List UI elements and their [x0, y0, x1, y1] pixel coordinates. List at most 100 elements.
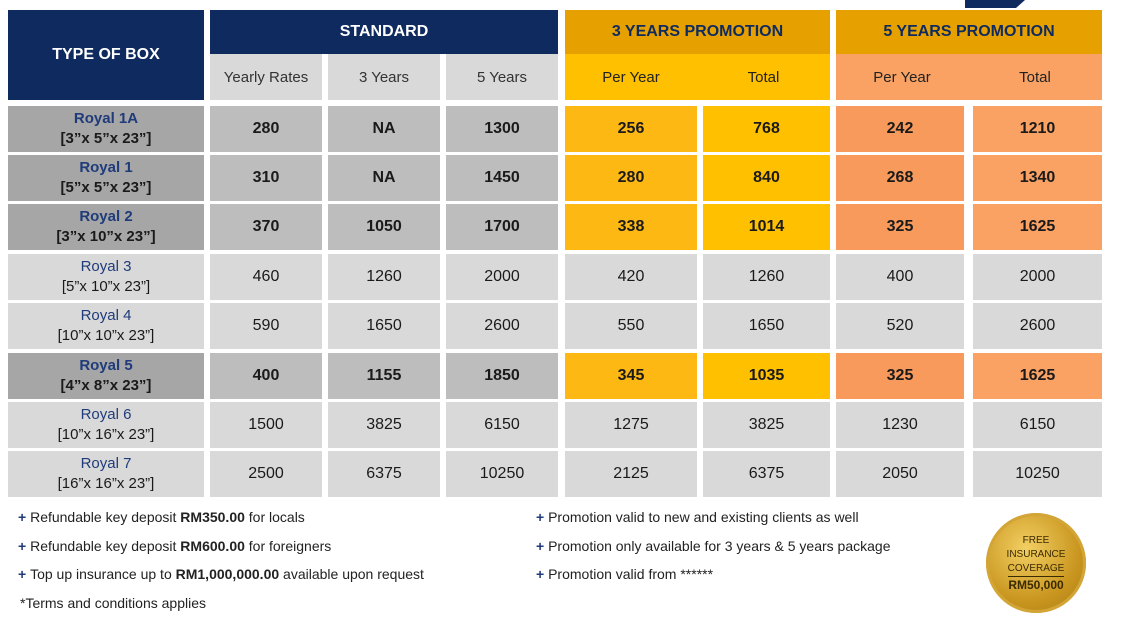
row-type-cell: Royal 4 [10”x 10”x 23”]	[8, 303, 204, 349]
price-cell-t5: 2000	[973, 254, 1102, 300]
price-cell-t5: 1340	[973, 155, 1102, 201]
note-left-0: + Refundable key deposit RM350.00 for lo…	[18, 509, 305, 525]
note-text-post: for foreigners	[244, 538, 332, 554]
price-cell-p5: 520	[836, 303, 964, 349]
note-text: Promotion valid from ******	[548, 566, 714, 582]
note-text: *Terms and conditions applies	[20, 595, 206, 611]
box-size: [4”x 8”x 23”]	[60, 377, 152, 394]
price-cell-y3: 1155	[328, 353, 440, 399]
price-cell-p5: 268	[836, 155, 964, 201]
note-amount: RM1,000,000.00	[175, 566, 280, 582]
box-name: Royal 6	[80, 406, 132, 423]
row-type-cell: Royal 7 [16”x 16”x 23”]	[8, 451, 204, 497]
box-name: Royal 4	[80, 307, 132, 324]
box-name: Royal 3	[80, 258, 132, 275]
seal-line-2: INSURANCE	[1006, 549, 1066, 560]
note-text: Top up insurance up to	[30, 566, 176, 582]
price-cell-p5: 2050	[836, 451, 964, 497]
price-cell-y5: 2600	[446, 303, 558, 349]
box-name: Royal 1	[79, 159, 133, 176]
price-cell-t3: 840	[703, 155, 830, 201]
note-right-1: + Promotion only available for 3 years &…	[536, 538, 890, 554]
note-amount: RM600.00	[180, 538, 245, 554]
note-left-2: + Top up insurance up to RM1,000,000.00 …	[18, 566, 424, 582]
price-cell-yearly: 1500	[210, 402, 322, 448]
note-right-0: + Promotion valid to new and existing cl…	[536, 509, 859, 525]
price-cell-p5: 1230	[836, 402, 964, 448]
plus-icon: +	[18, 566, 31, 582]
price-cell-y3: NA	[328, 106, 440, 152]
price-cell-y3: 3825	[328, 402, 440, 448]
price-cell-y3: NA	[328, 155, 440, 201]
seal-amount: RM50,000	[1008, 576, 1064, 592]
seal-line-1: FREE	[1022, 535, 1050, 546]
insurance-coverage-seal: FREE INSURANCE COVERAGE RM50,000	[986, 513, 1086, 613]
price-cell-p3: 345	[565, 353, 697, 399]
plus-icon: +	[536, 538, 549, 554]
row-type-cell: Royal 6 [10”x 16”x 23”]	[8, 402, 204, 448]
price-cell-p3: 256	[565, 106, 697, 152]
price-cell-p5: 325	[836, 353, 964, 399]
price-cell-yearly: 590	[210, 303, 322, 349]
plus-icon: +	[536, 509, 549, 525]
plus-icon: +	[536, 566, 549, 582]
subheader-3y-total: Total	[697, 54, 830, 100]
row-type-cell: Royal 2 [3”x 10”x 23”]	[8, 204, 204, 250]
price-cell-t3: 1014	[703, 204, 830, 250]
price-cell-t3: 6375	[703, 451, 830, 497]
note-amount: RM350.00	[180, 509, 245, 525]
price-cell-p3: 2125	[565, 451, 697, 497]
price-cell-t5: 1625	[973, 353, 1102, 399]
price-cell-t3: 1035	[703, 353, 830, 399]
price-cell-p3: 1275	[565, 402, 697, 448]
price-cell-t5: 1625	[973, 204, 1102, 250]
box-size: [3”x 5”x 23”]	[60, 130, 152, 147]
header-standard: STANDARD	[210, 10, 558, 54]
price-cell-y5: 6150	[446, 402, 558, 448]
price-cell-p3: 420	[565, 254, 697, 300]
box-size: [5”x 5”x 23”]	[60, 179, 152, 196]
box-size: [5”x 10”x 23”]	[61, 278, 151, 295]
price-cell-p5: 325	[836, 204, 964, 250]
price-cell-y5: 2000	[446, 254, 558, 300]
price-cell-p5: 242	[836, 106, 964, 152]
price-cell-y5: 1300	[446, 106, 558, 152]
price-cell-y3: 6375	[328, 451, 440, 497]
note-text: Refundable key deposit	[30, 538, 181, 554]
box-size: [10”x 16”x 23”]	[57, 426, 155, 443]
subheader-3y-per-year: Per Year	[565, 54, 697, 100]
row-type-cell: Royal 3 [5”x 10”x 23”]	[8, 254, 204, 300]
note-left-1: + Refundable key deposit RM600.00 for fo…	[18, 538, 331, 554]
note-text: Promotion only available for 3 years & 5…	[548, 538, 891, 554]
price-cell-t5: 6150	[973, 402, 1102, 448]
note-terms: *Terms and conditions applies	[20, 595, 206, 611]
box-name: Royal 7	[80, 455, 132, 472]
box-name: Royal 2	[79, 208, 133, 225]
box-size: [16”x 16”x 23”]	[57, 475, 155, 492]
price-cell-yearly: 2500	[210, 451, 322, 497]
plus-icon: +	[18, 509, 31, 525]
header-5-years-promotion: 5 YEARS PROMOTION	[836, 10, 1102, 54]
price-cell-yearly: 460	[210, 254, 322, 300]
subheader-5y-total: Total	[968, 54, 1102, 100]
price-cell-t3: 3825	[703, 402, 830, 448]
price-cell-yearly: 310	[210, 155, 322, 201]
header-type-of-box: TYPE OF BOX	[8, 10, 204, 100]
row-type-cell: Royal 5 [4”x 8”x 23”]	[8, 353, 204, 399]
box-size: [3”x 10”x 23”]	[56, 228, 156, 245]
plus-icon: +	[18, 538, 31, 554]
price-cell-p3: 338	[565, 204, 697, 250]
note-right-2: + Promotion valid from ******	[536, 566, 713, 582]
price-cell-p3: 280	[565, 155, 697, 201]
price-cell-t5: 1210	[973, 106, 1102, 152]
note-text-post: available upon request	[279, 566, 424, 582]
box-size: [10”x 10”x 23”]	[57, 327, 155, 344]
price-cell-t5: 10250	[973, 451, 1102, 497]
subheader-5-years: 5 Years	[446, 54, 558, 100]
note-text-post: for locals	[244, 509, 305, 525]
row-type-cell: Royal 1 [5”x 5”x 23”]	[8, 155, 204, 201]
price-cell-y3: 1650	[328, 303, 440, 349]
price-cell-y5: 1450	[446, 155, 558, 201]
price-cell-y3: 1260	[328, 254, 440, 300]
price-cell-yearly: 400	[210, 353, 322, 399]
